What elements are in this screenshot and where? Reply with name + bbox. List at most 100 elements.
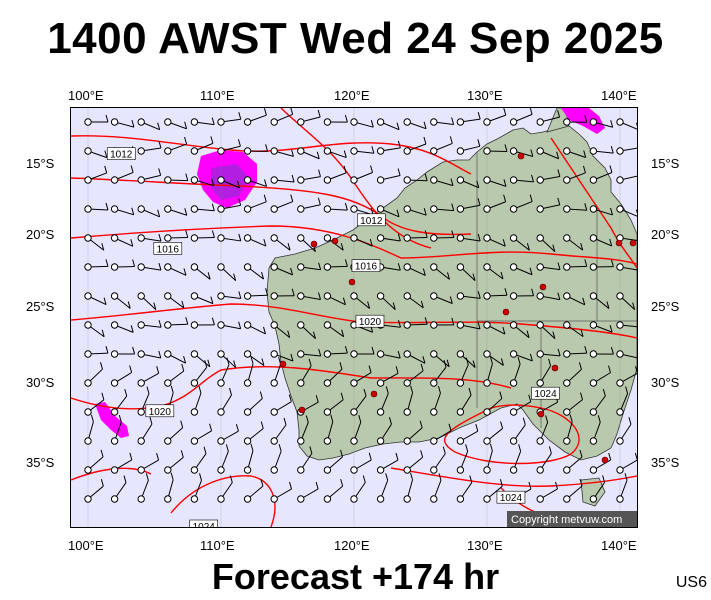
wind-barb <box>536 197 561 213</box>
wind-barb <box>137 350 162 359</box>
wind-barb <box>190 230 215 242</box>
wind-barb <box>350 292 371 309</box>
rain-area-north-heavy <box>211 164 249 200</box>
wind-barb <box>137 416 153 445</box>
wind-barb <box>456 444 469 474</box>
wind-barb <box>190 317 215 329</box>
wind-barb <box>536 147 560 160</box>
wind-barb <box>376 205 400 218</box>
isobar <box>71 225 637 265</box>
wind-barb <box>323 292 346 306</box>
isobar-label: 1016 <box>351 259 381 273</box>
city-dot <box>279 360 287 368</box>
wind-barb <box>297 147 320 160</box>
wind-barb <box>589 146 614 155</box>
wind-barb <box>509 321 530 339</box>
wind-barb <box>616 234 637 242</box>
wind-barb <box>509 288 535 300</box>
wind-barb <box>137 118 161 131</box>
wind-barb <box>350 415 362 445</box>
city-dot <box>310 240 318 248</box>
wind-barb <box>137 473 149 503</box>
wind-barb <box>164 317 189 329</box>
wind-barb <box>403 420 423 445</box>
wind-barb <box>297 481 319 503</box>
wind-barb <box>110 292 131 309</box>
wind-barb <box>483 263 504 280</box>
wind-barb <box>376 386 389 416</box>
wind-barb <box>297 197 321 213</box>
wind-barb <box>350 234 373 247</box>
isobar-labels: 1012 1012 1016 1016 1020 1020 1024 1024 1024 <box>106 147 560 527</box>
wind-barb <box>483 391 503 416</box>
wind-barb <box>616 321 637 329</box>
wind-barb <box>483 194 507 213</box>
wind-barb <box>456 233 481 242</box>
city-dot <box>502 308 510 316</box>
isobar-label: 1016 <box>153 242 183 255</box>
wind-barb <box>616 147 637 155</box>
wind-barb <box>403 263 426 276</box>
city-markers <box>279 152 637 464</box>
wind-barb <box>217 176 240 189</box>
isobar-label: 1024 <box>189 519 219 527</box>
wind-barb <box>297 446 313 474</box>
wind-barb <box>137 205 161 218</box>
wind-barb <box>84 165 108 184</box>
wind-barb <box>563 165 586 184</box>
wind-barb <box>110 165 134 184</box>
wind-barb <box>376 452 399 474</box>
wind-barb <box>456 387 472 416</box>
wind-barb <box>164 263 187 276</box>
wind-barb <box>297 262 322 271</box>
isobar <box>390 467 637 487</box>
wind-barb <box>270 481 292 503</box>
wind-barb <box>217 357 230 387</box>
region-code: US6 <box>675 574 707 591</box>
wind-barb <box>297 415 309 445</box>
lon-label-bottom-140: 140°E <box>601 538 637 553</box>
isobar-label: 1012 <box>356 213 386 227</box>
wind-barb <box>456 357 469 387</box>
lon-label-top-140: 140°E <box>601 88 637 103</box>
copyright-box <box>507 511 637 527</box>
wind-barb <box>376 417 392 445</box>
wind-barb <box>137 386 150 416</box>
wind-barb <box>589 205 613 216</box>
wind-barb <box>110 415 122 445</box>
wind-barb <box>297 109 321 126</box>
wind-barb <box>164 292 185 309</box>
wind-barb <box>110 452 133 474</box>
wind-barb <box>430 446 446 474</box>
wind-barb <box>323 259 348 271</box>
wind-barb <box>84 346 109 358</box>
wind-barb <box>403 385 414 416</box>
wind-barb <box>430 117 455 126</box>
wind-barb <box>190 446 207 474</box>
wind-barb <box>350 365 372 387</box>
wind-barb <box>217 139 241 155</box>
wind-barb <box>403 363 424 387</box>
wind-barb <box>509 194 533 213</box>
wind-barb <box>350 388 367 416</box>
wind-barb <box>376 233 401 242</box>
wind-barb <box>323 346 348 358</box>
wind-barb <box>350 452 372 474</box>
wind-barb <box>190 117 215 126</box>
wind-barb <box>84 259 109 271</box>
wind-barb <box>137 366 160 387</box>
lat-label-right-25: 25°S <box>651 299 680 314</box>
lat-label-right-35: 35°S <box>651 455 680 470</box>
isobar-label: 1020 <box>145 404 175 418</box>
wind-barb <box>456 263 476 281</box>
wind-barb <box>84 414 94 445</box>
wind-barb <box>456 139 481 155</box>
city-dot <box>348 278 356 286</box>
wind-barb <box>270 356 282 387</box>
wind-barb <box>217 475 233 503</box>
wind-barb <box>110 205 135 216</box>
lon-label-top-100: 100°E <box>68 88 104 103</box>
wind-barb <box>589 165 613 184</box>
wind-barb <box>456 111 481 126</box>
wind-barb <box>563 362 582 387</box>
